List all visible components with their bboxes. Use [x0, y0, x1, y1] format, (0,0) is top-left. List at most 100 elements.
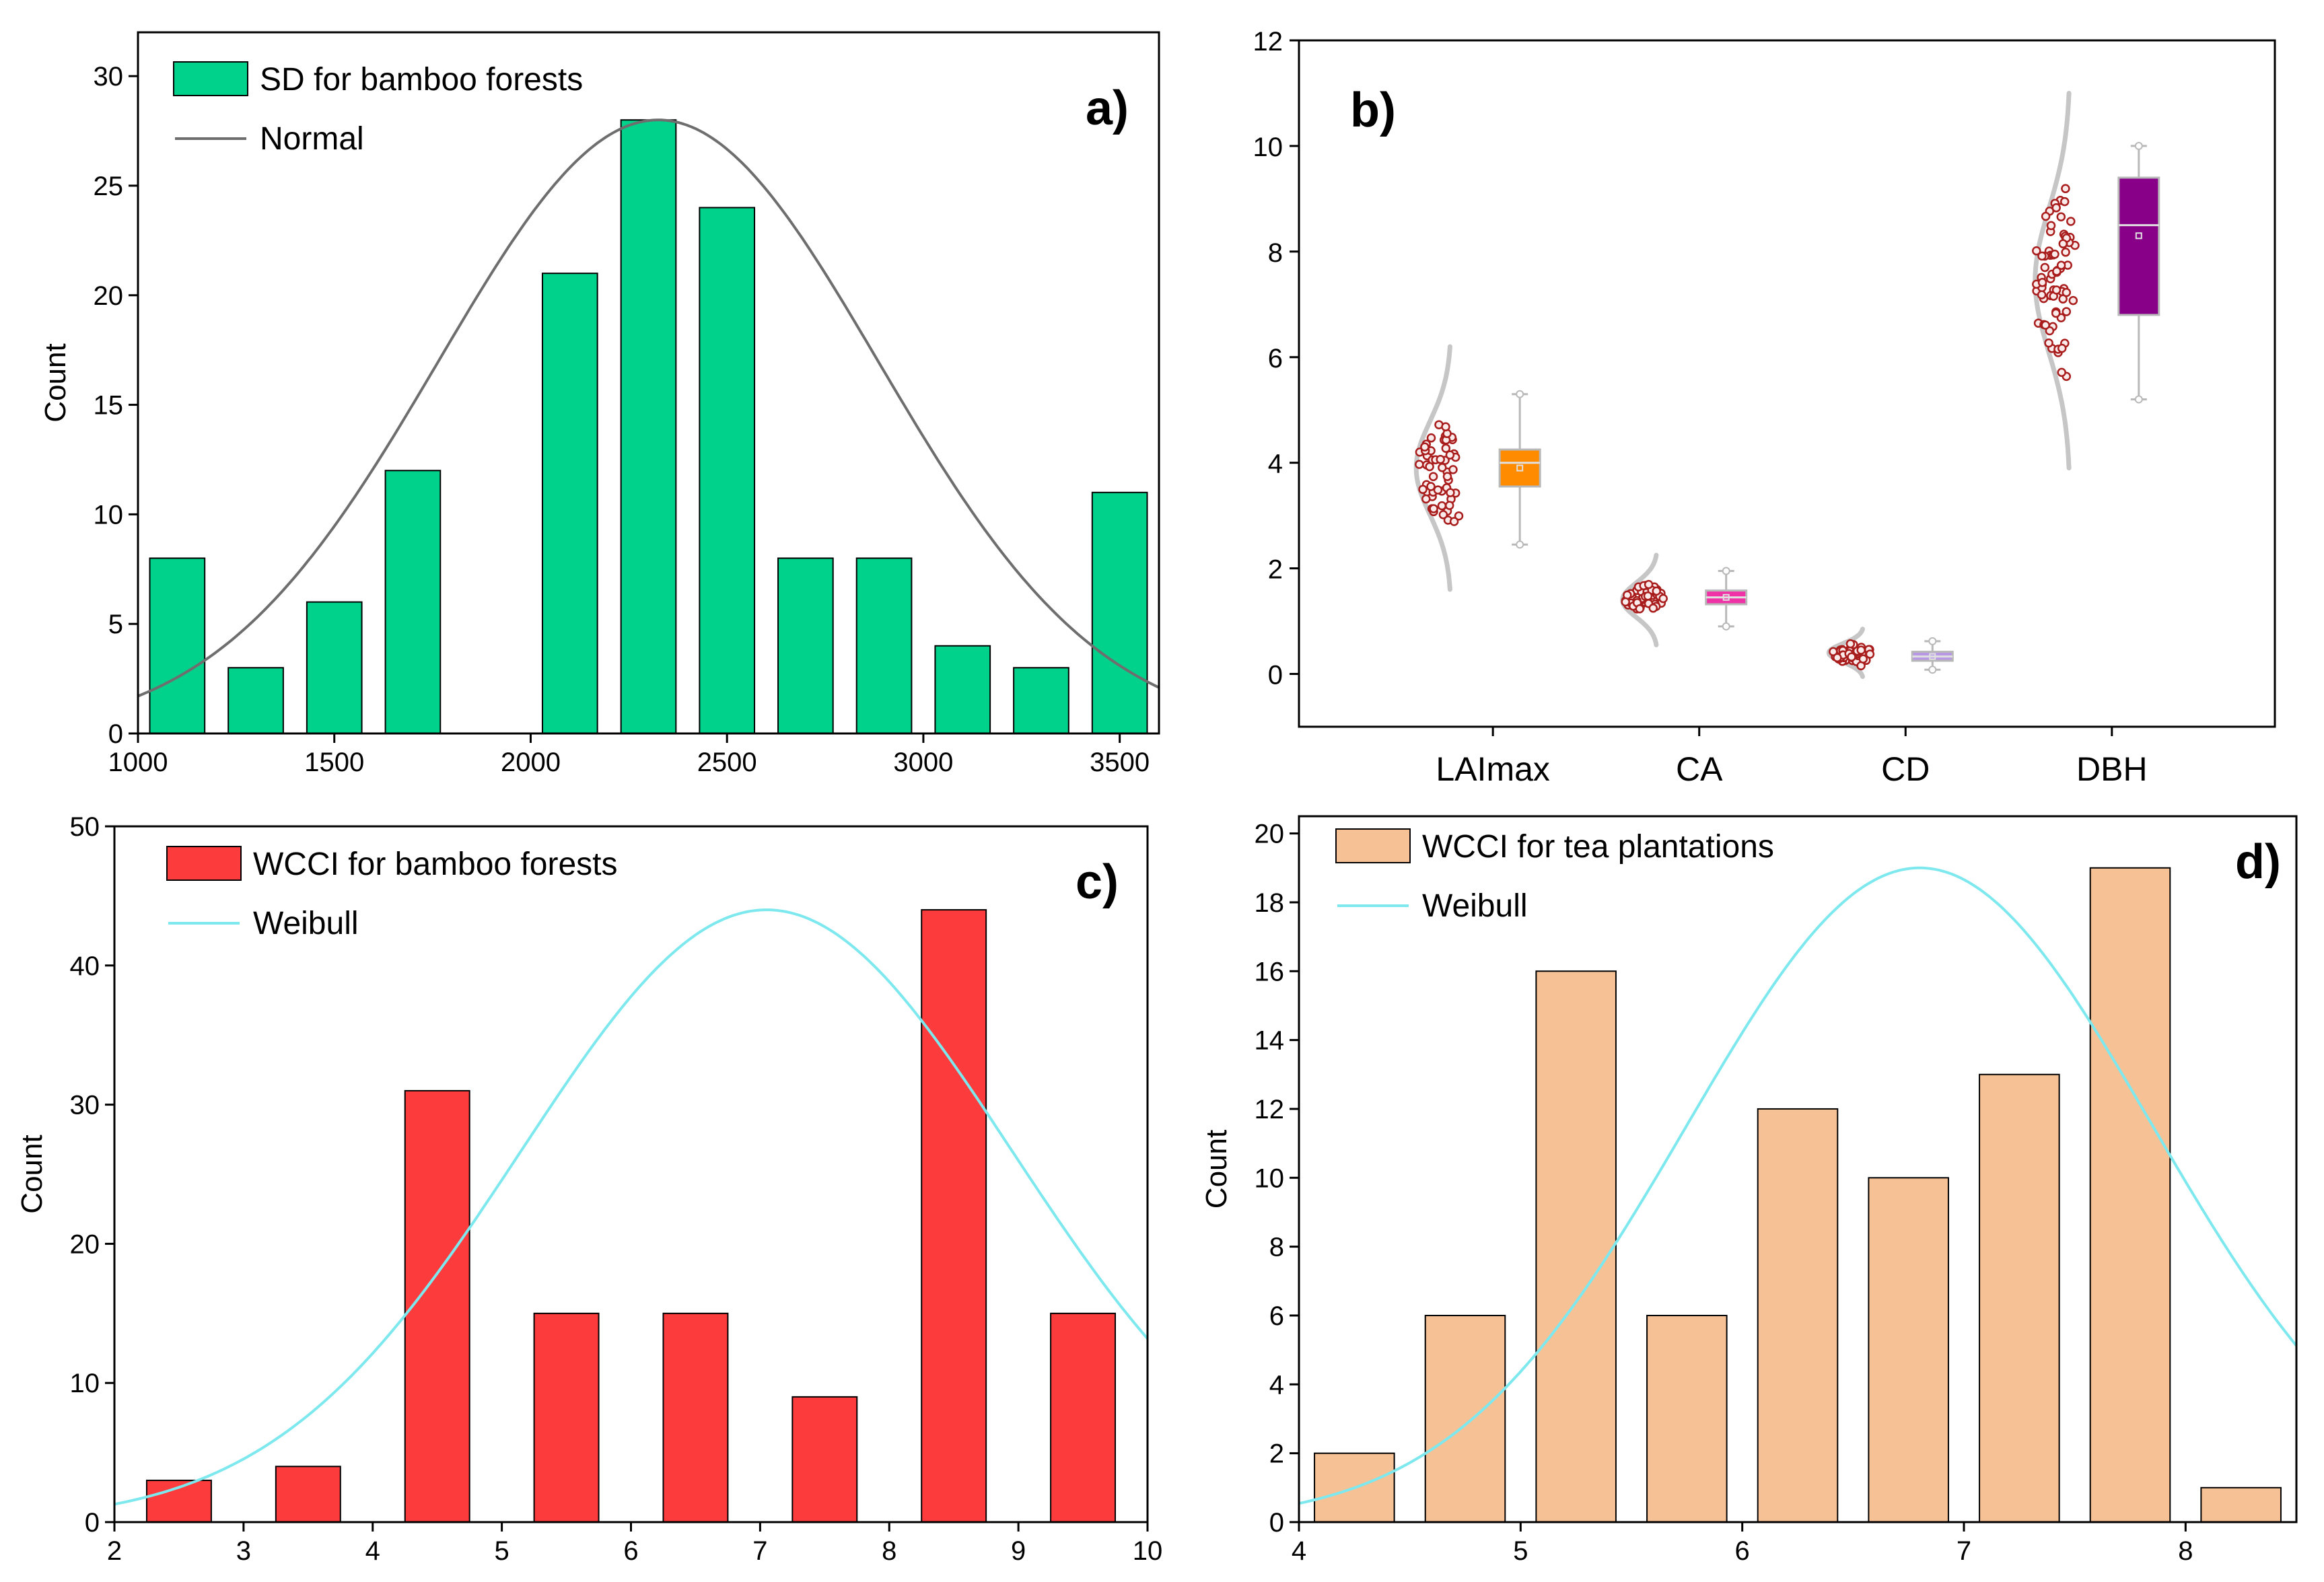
- x-tick-label: 6: [1735, 1536, 1750, 1566]
- whisker-end: [1516, 390, 1524, 398]
- legend-label: WCCI for bamboo forests: [253, 847, 618, 882]
- data-point: [1856, 645, 1866, 655]
- bar: [699, 207, 756, 734]
- x-tick-label: 3000: [893, 748, 953, 777]
- x-tick-label: 4: [365, 1536, 380, 1566]
- data-point: [1445, 450, 1455, 460]
- bar: [1050, 1312, 1117, 1523]
- data-point: [1449, 517, 1459, 526]
- data-point: [1644, 579, 1654, 589]
- y-tick-label: 10: [1255, 1163, 1285, 1193]
- y-axis-title: Count: [15, 1135, 48, 1213]
- bar: [533, 1312, 600, 1523]
- data-point: [2040, 262, 2050, 273]
- y-tick-label: 4: [1268, 450, 1283, 479]
- fit-curve-weibull: [1299, 866, 2296, 1505]
- data-point: [2041, 320, 2050, 330]
- data-point: [1437, 501, 1447, 511]
- bar: [1979, 1073, 2060, 1523]
- y-tick-label: 15: [94, 391, 124, 421]
- box-group-ca: CA: [1620, 552, 1748, 788]
- bar: [1535, 970, 1617, 1523]
- whisker-end: [1516, 540, 1524, 549]
- data-point: [1858, 654, 1868, 663]
- panel-d: 4 5 6 7 8 0 2 4 6 8 10 12 14 16 18 20 Count WCCI for tea …: [1200, 815, 2298, 1566]
- x-tick-label: 3500: [1090, 748, 1150, 777]
- bar: [2200, 1486, 2282, 1523]
- bar: [921, 909, 987, 1523]
- data-point: [1428, 472, 1438, 481]
- whisker-end: [1928, 666, 1937, 674]
- data-point: [1425, 462, 1434, 472]
- panel-label: d): [2235, 835, 2281, 889]
- y-tick-label: 40: [70, 951, 100, 981]
- plot-frame: [1298, 815, 2298, 1523]
- data-point: [1442, 472, 1452, 481]
- data-point: [2062, 287, 2072, 297]
- y-tick-label: 20: [70, 1229, 100, 1259]
- x-tick-label: 7: [752, 1536, 767, 1566]
- data-point: [1643, 591, 1653, 601]
- bar: [404, 1089, 470, 1523]
- category-label: CD: [1881, 750, 1930, 788]
- data-point: [2037, 251, 2047, 261]
- box-group-laimax: LAImax: [1413, 344, 1550, 788]
- data-point: [2051, 308, 2061, 318]
- bar: [1868, 1177, 1949, 1523]
- data-point: [1426, 433, 1436, 443]
- bar: [149, 557, 206, 734]
- y-tick-label: 6: [1269, 1301, 1284, 1331]
- x-tick-label: 2: [107, 1536, 122, 1566]
- x-tick-label: 5: [495, 1536, 509, 1566]
- data-point: [2032, 246, 2041, 256]
- x-tick-label: 6: [623, 1536, 638, 1566]
- data-point: [1436, 454, 1445, 464]
- plot-frame: [137, 31, 1160, 735]
- y-tick-label: 0: [1268, 661, 1283, 690]
- bar: [1091, 491, 1148, 734]
- x-tick-label: 5: [1513, 1536, 1528, 1566]
- legend-label: WCCI for tea plantations: [1422, 829, 1774, 865]
- bar: [934, 645, 991, 734]
- y-tick-label: 6: [1268, 344, 1283, 373]
- mean-marker: [1929, 653, 1936, 660]
- data-point: [1833, 653, 1842, 663]
- data-point: [2037, 278, 2047, 287]
- bar: [1757, 1108, 1839, 1523]
- legend-swatch-bar: [166, 846, 242, 881]
- data-point: [2057, 367, 2066, 377]
- data-point: [1429, 504, 1438, 513]
- x-tick-label: 3: [236, 1536, 251, 1566]
- data-point: [1433, 485, 1443, 495]
- y-tick-label: 10: [94, 500, 124, 530]
- whisker-end: [1722, 567, 1730, 575]
- y-tick-label: 4: [1269, 1370, 1284, 1400]
- y-tick-label: 12: [1253, 27, 1283, 57]
- data-point: [1448, 465, 1458, 474]
- data-point: [2051, 285, 2062, 295]
- data-point: [1829, 647, 1838, 657]
- x-tick-label: 2500: [697, 748, 757, 777]
- y-tick-label: 20: [1255, 820, 1285, 849]
- legend-swatch-bar: [173, 61, 248, 96]
- density-curve: [1413, 344, 1452, 592]
- data-point: [2051, 203, 2061, 213]
- y-tick-label: 0: [108, 719, 123, 749]
- data-point: [1648, 604, 1658, 613]
- panel-a: 1000 1500 2000 2500 3000 3500 0 5 10 15 20 25 30 Coun…: [39, 31, 1160, 777]
- y-tick-label: 2: [1269, 1439, 1284, 1469]
- bar: [541, 273, 598, 734]
- category-label: LAImax: [1436, 750, 1550, 788]
- y-tick-label: 8: [1269, 1233, 1284, 1262]
- data-point: [1446, 488, 1455, 497]
- y-tick-label: 50: [70, 812, 100, 842]
- legend-label: Weibull: [253, 906, 359, 941]
- y-tick-label: 0: [85, 1508, 100, 1538]
- data-point: [2058, 239, 2068, 248]
- data-point: [2062, 307, 2072, 316]
- bar: [620, 119, 677, 734]
- data-point: [2061, 248, 2070, 257]
- panel-label: c): [1076, 855, 1119, 909]
- whisker-end: [1928, 637, 1937, 645]
